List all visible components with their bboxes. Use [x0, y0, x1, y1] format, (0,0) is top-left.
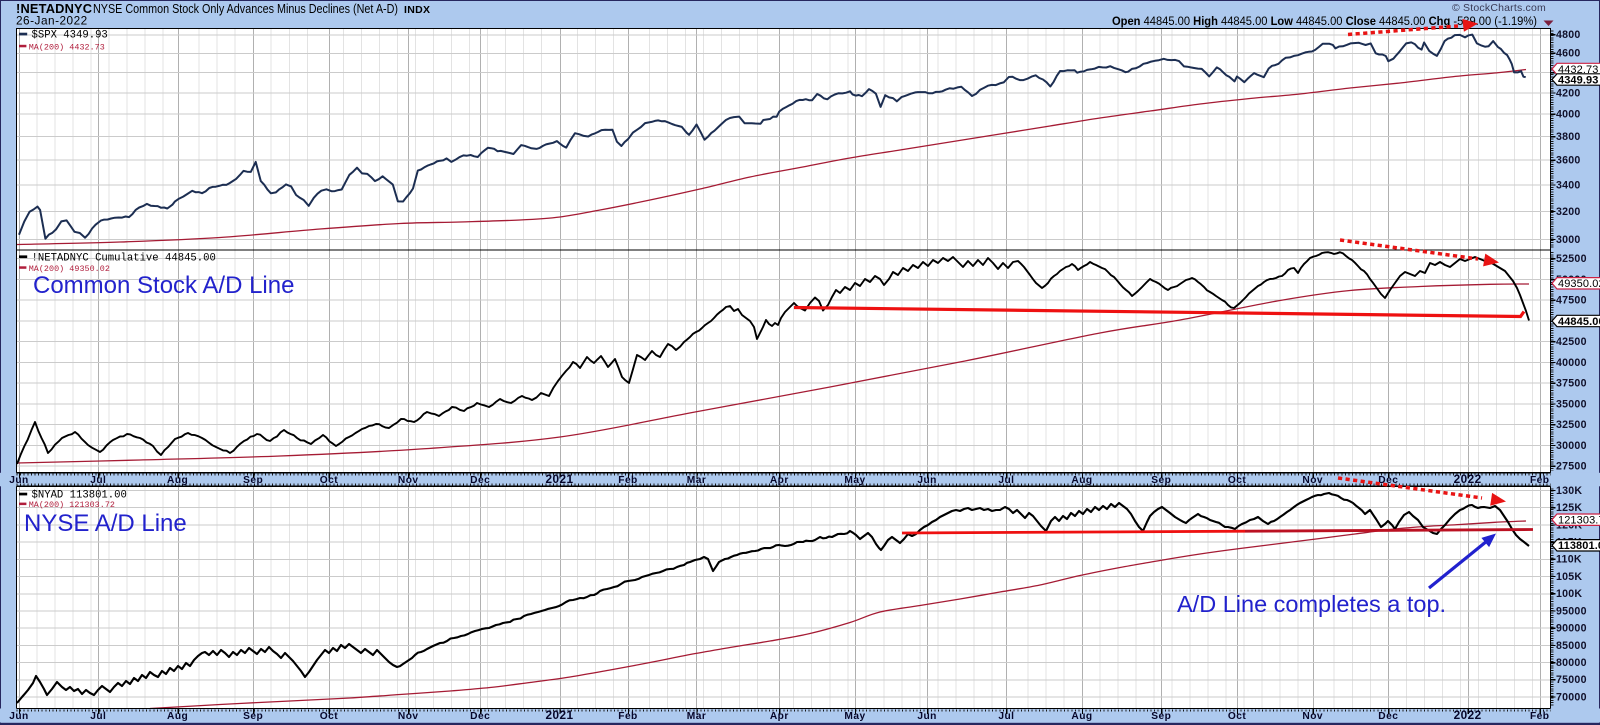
- svg-text:47500: 47500: [1556, 295, 1587, 307]
- svg-text:Dec: Dec: [470, 475, 490, 486]
- svg-text:NYSE A/D Line: NYSE A/D Line: [24, 510, 187, 537]
- svg-text:Jul: Jul: [90, 711, 106, 722]
- svg-text:80000: 80000: [1556, 657, 1587, 669]
- svg-text:Sep: Sep: [1151, 711, 1171, 722]
- svg-text:32500: 32500: [1556, 419, 1587, 431]
- svg-text:Jun: Jun: [917, 475, 936, 486]
- svg-text:3200: 3200: [1556, 206, 1581, 218]
- svg-text:4800: 4800: [1556, 29, 1581, 41]
- svg-text:85000: 85000: [1556, 640, 1587, 652]
- svg-text:Dec: Dec: [470, 711, 490, 722]
- svg-text:4432.73: 4432.73: [1558, 64, 1598, 76]
- svg-text:$SPX 4349.93: $SPX 4349.93: [32, 30, 108, 42]
- svg-text:May: May: [844, 475, 865, 486]
- svg-text:MA(200) 49350.02: MA(200) 49350.02: [29, 264, 110, 274]
- svg-text:Aug: Aug: [1071, 475, 1092, 486]
- svg-text:30000: 30000: [1556, 440, 1587, 452]
- svg-text:MA(200) 4432.73: MA(200) 4432.73: [29, 42, 105, 52]
- svg-text:95000: 95000: [1556, 605, 1587, 617]
- svg-text:May: May: [844, 711, 865, 722]
- svg-text:110K: 110K: [1556, 554, 1582, 566]
- svg-text:52500: 52500: [1556, 253, 1587, 265]
- svg-text:2021: 2021: [545, 472, 573, 486]
- svg-text:26-Jan-2022: 26-Jan-2022: [16, 14, 88, 28]
- svg-text:4600: 4600: [1556, 48, 1581, 60]
- svg-text:Jun: Jun: [9, 475, 28, 486]
- svg-text:125K: 125K: [1556, 502, 1582, 514]
- svg-text:Aug: Aug: [167, 711, 188, 722]
- svg-text:Sep: Sep: [243, 711, 263, 722]
- svg-text:Aug: Aug: [167, 475, 188, 486]
- svg-text:Apr: Apr: [770, 711, 789, 722]
- svg-text:105K: 105K: [1556, 571, 1582, 583]
- svg-text:Feb: Feb: [1530, 711, 1549, 722]
- svg-text:113801.00: 113801.00: [1558, 540, 1600, 552]
- svg-text:Dec: Dec: [1378, 475, 1398, 486]
- svg-text:90000: 90000: [1556, 623, 1587, 635]
- svg-text:MA(200) 121303.72: MA(200) 121303.72: [29, 500, 115, 510]
- svg-text:Aug: Aug: [1071, 711, 1092, 722]
- svg-text:44845.00: 44845.00: [1558, 316, 1600, 328]
- svg-text:Sep: Sep: [243, 475, 263, 486]
- svg-text:!NETADNYC: !NETADNYC: [16, 1, 92, 16]
- svg-text:121303.72: 121303.72: [1558, 515, 1600, 527]
- svg-text:42500: 42500: [1556, 336, 1587, 348]
- svg-text:Oct: Oct: [1228, 475, 1246, 486]
- svg-text:Nov: Nov: [1302, 475, 1323, 486]
- svg-text:4200: 4200: [1556, 87, 1581, 99]
- svg-text:Oct: Oct: [320, 711, 338, 722]
- svg-text:40000: 40000: [1556, 357, 1587, 369]
- svg-text:100K: 100K: [1556, 588, 1582, 600]
- svg-text:Nov: Nov: [1302, 711, 1323, 722]
- svg-text:Jul: Jul: [998, 475, 1014, 486]
- svg-text:Dec: Dec: [1378, 711, 1398, 722]
- svg-text:3600: 3600: [1556, 155, 1581, 167]
- svg-text:27500: 27500: [1556, 461, 1587, 473]
- svg-text:130K: 130K: [1556, 485, 1582, 497]
- svg-text:Oct: Oct: [1228, 711, 1246, 722]
- svg-text:Feb: Feb: [618, 475, 637, 486]
- svg-text:35000: 35000: [1556, 398, 1587, 410]
- svg-text:Apr: Apr: [770, 475, 789, 486]
- svg-text:Jul: Jul: [998, 711, 1014, 722]
- svg-text:Oct: Oct: [320, 475, 338, 486]
- svg-text:INDX: INDX: [404, 4, 430, 16]
- svg-text:75000: 75000: [1556, 674, 1587, 686]
- svg-text:2022: 2022: [1454, 708, 1482, 722]
- svg-text:A/D Line completes a top.: A/D Line completes a top.: [1177, 591, 1446, 617]
- svg-text:Open 44845.00 High 44845.00 Lo: Open 44845.00 High 44845.00 Low 44845.00…: [1112, 14, 1537, 28]
- svg-text:2021: 2021: [545, 708, 573, 722]
- svg-text:© StockCharts.com: © StockCharts.com: [1452, 2, 1546, 14]
- svg-text:Common Stock A/D Line: Common Stock A/D Line: [33, 272, 294, 299]
- svg-text:4349.93: 4349.93: [1558, 74, 1598, 86]
- svg-text:Sep: Sep: [1151, 475, 1171, 486]
- svg-text:70000: 70000: [1556, 691, 1587, 703]
- svg-text:NYSE Common Stock Only Advance: NYSE Common Stock Only Advances Minus De…: [93, 2, 398, 16]
- svg-text:Mar: Mar: [687, 475, 706, 486]
- svg-text:Feb: Feb: [618, 711, 637, 722]
- svg-text:$NYAD 113801.00: $NYAD 113801.00: [32, 490, 127, 502]
- svg-text:37500: 37500: [1556, 378, 1587, 390]
- svg-text:Jul: Jul: [90, 475, 106, 486]
- svg-text:3800: 3800: [1556, 131, 1581, 143]
- svg-text:Feb: Feb: [1530, 475, 1549, 486]
- svg-text:49350.02: 49350.02: [1558, 278, 1600, 290]
- svg-text:Jun: Jun: [917, 711, 936, 722]
- svg-text:3000: 3000: [1556, 234, 1581, 246]
- svg-text:3400: 3400: [1556, 179, 1581, 191]
- svg-text:Mar: Mar: [687, 711, 706, 722]
- svg-text:4000: 4000: [1556, 109, 1581, 121]
- svg-text:!NETADNYC Cumulative 44845.00: !NETADNYC Cumulative 44845.00: [32, 252, 216, 264]
- svg-text:Nov: Nov: [398, 711, 419, 722]
- svg-text:2022: 2022: [1454, 472, 1482, 486]
- svg-text:Jun: Jun: [9, 711, 28, 722]
- svg-text:Nov: Nov: [398, 475, 419, 486]
